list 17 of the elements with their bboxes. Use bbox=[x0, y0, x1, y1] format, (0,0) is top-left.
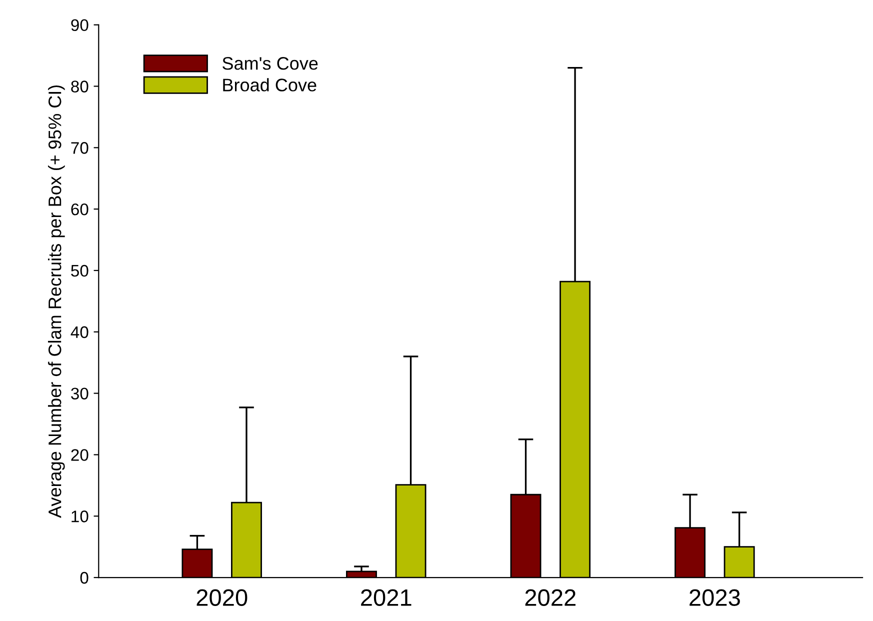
legend-label: Broad Cove bbox=[223, 78, 316, 92]
y-tick-label: 30 bbox=[71, 388, 88, 400]
y-tick-label: 20 bbox=[71, 449, 88, 461]
y-tick-label: 90 bbox=[71, 19, 88, 32]
y-axis-title: Average Number of Clam Recruits per Box (+ 95% CI) bbox=[48, 85, 65, 518]
y-tick-label: 60 bbox=[71, 203, 88, 216]
y-tick-label: 0 bbox=[80, 572, 88, 584]
x-tick-label: 2020 bbox=[196, 589, 248, 606]
y-tick-label: 80 bbox=[71, 80, 88, 92]
legend-label: Sam's Cove bbox=[222, 57, 318, 70]
y-tick-label: 10 bbox=[72, 510, 88, 522]
y-tick-label: 40 bbox=[70, 326, 88, 338]
y-tick-label: 50 bbox=[71, 264, 88, 277]
x-tick-label: 2023 bbox=[690, 589, 740, 606]
x-tick-label: 2021 bbox=[361, 589, 412, 606]
x-tick-label: 2022 bbox=[525, 589, 576, 606]
y-tick-label: 70 bbox=[71, 142, 88, 154]
